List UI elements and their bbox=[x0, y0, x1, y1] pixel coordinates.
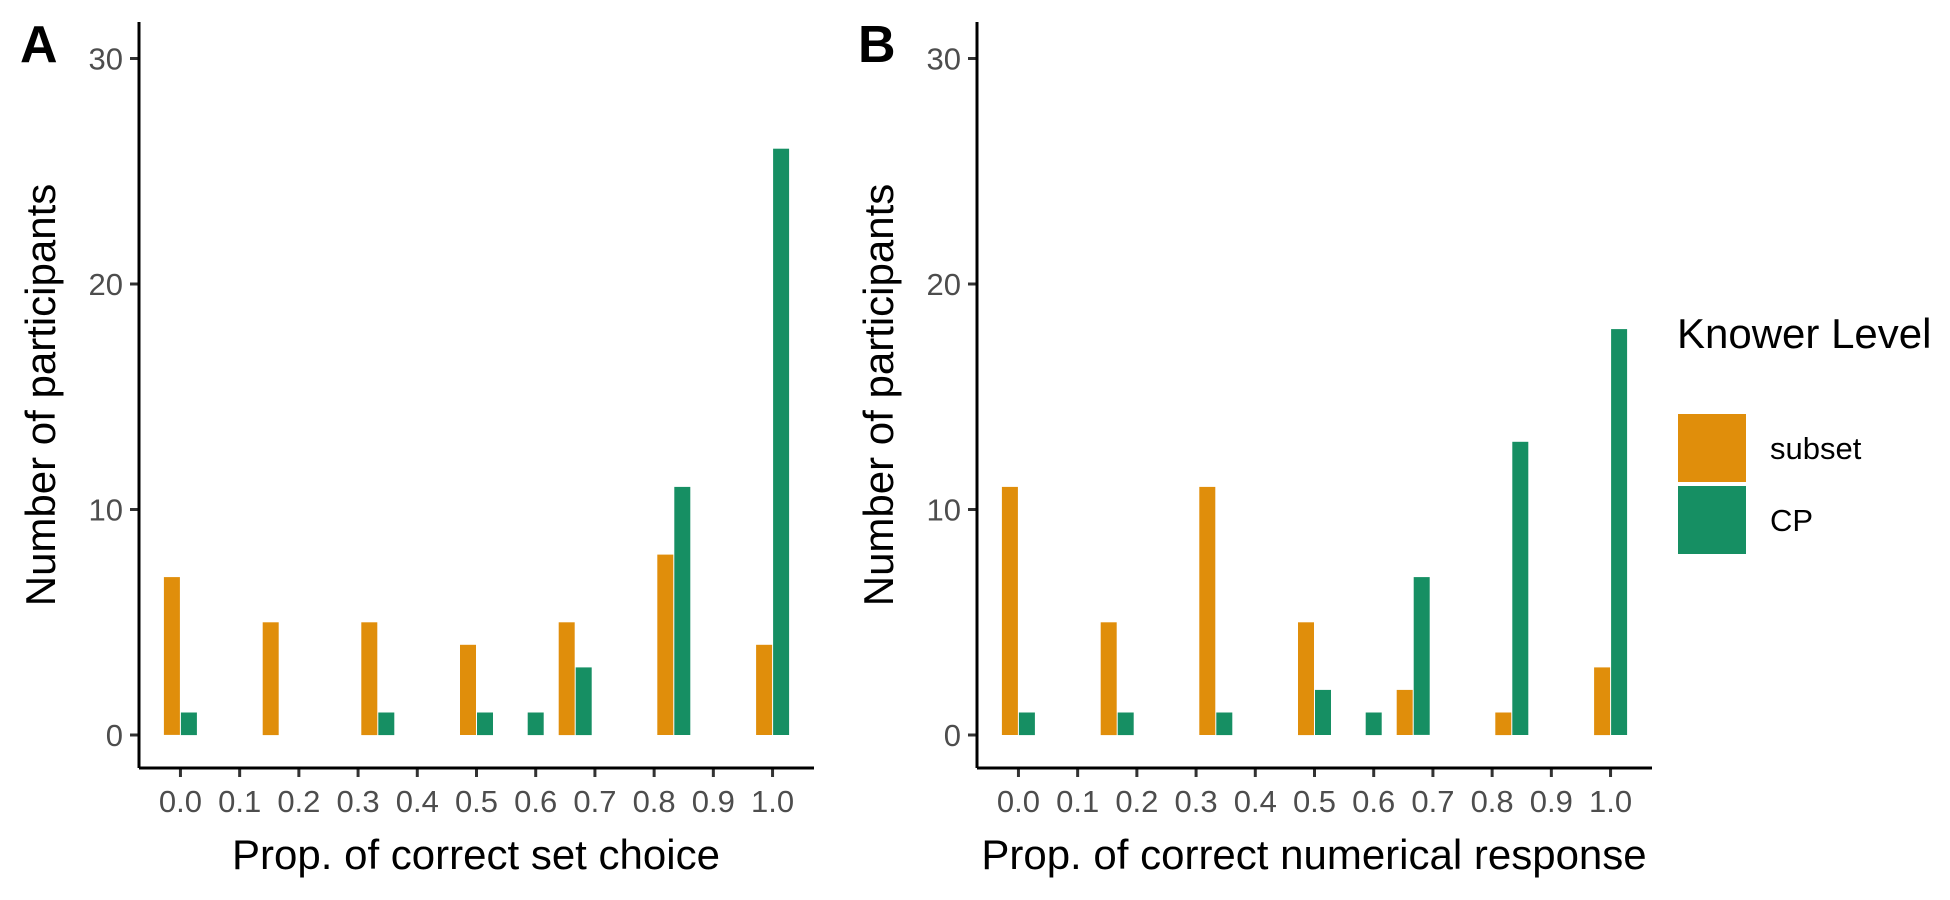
panel-b-bar-subset-0.1667 bbox=[1100, 622, 1117, 736]
panel-b-x-tick-label-0.9: 0.9 bbox=[1530, 784, 1573, 819]
panel-b-x-tick-label-0.3: 0.3 bbox=[1175, 784, 1218, 819]
panel-a-x-tick-label-0.6: 0.6 bbox=[514, 784, 557, 819]
panel-b-bar-cp-0.8333 bbox=[1512, 441, 1529, 735]
panel-b-y-tick-label-30: 30 bbox=[927, 42, 961, 77]
panel-a-bar-cp-0.5 bbox=[477, 712, 493, 736]
panel-a-y-tick-label-30: 30 bbox=[89, 42, 123, 77]
panel-b-y-tick-label-0: 0 bbox=[944, 718, 961, 753]
legend-swatch-subset bbox=[1678, 414, 1746, 482]
panel-a-bar-cp-0.3333 bbox=[378, 712, 395, 736]
panel-a-bar-subset-0.8333 bbox=[657, 554, 674, 735]
panel-b-y-axis-title: Number of participants bbox=[855, 184, 902, 607]
panel-b-ticks: 0 10 20 30 0.0 0.1 0.2 0.3 0.4 0.5 0.6 0.7 0.8 0.9 1.0 bbox=[927, 42, 1633, 820]
legend-swatch-cp bbox=[1678, 486, 1746, 554]
panel-a-bars bbox=[163, 148, 790, 736]
panel-b-bar-cp-0 bbox=[1018, 712, 1035, 736]
legend: Knower Level subset CP bbox=[1677, 310, 1931, 554]
legend-label-cp: CP bbox=[1770, 503, 1813, 538]
panel-b-bar-subset-0.6667 bbox=[1396, 689, 1413, 735]
panel-b-bar-subset-0.8333 bbox=[1495, 712, 1512, 736]
panel-a-x-tick-label-1.0: 1.0 bbox=[751, 784, 794, 819]
panel-a-bar-subset-0.3333 bbox=[361, 622, 378, 736]
panel-a-x-tick-label-0.8: 0.8 bbox=[633, 784, 676, 819]
panel-a-y-tick-label-10: 10 bbox=[89, 493, 123, 528]
panel-a-y-tick-label-20: 20 bbox=[89, 267, 123, 302]
panel-a-x-tick-label-0.2: 0.2 bbox=[277, 784, 320, 819]
panel-b-bar-subset-0 bbox=[1001, 486, 1018, 735]
panel-a-x-tick-label-0.9: 0.9 bbox=[692, 784, 735, 819]
panel-b-y-tick-label-10: 10 bbox=[927, 493, 961, 528]
legend-label-subset: subset bbox=[1770, 431, 1862, 466]
panel-a-x-tick-label-0.4: 0.4 bbox=[396, 784, 439, 819]
panel-b-x-tick-label-0.5: 0.5 bbox=[1293, 784, 1336, 819]
panel-a-bar-subset-0.6667 bbox=[558, 622, 575, 736]
panel-a-bar-subset-0.5 bbox=[460, 644, 476, 735]
panel-a-bar-cp-0.8333 bbox=[674, 486, 691, 735]
panel-b-x-tick-label-0.4: 0.4 bbox=[1234, 784, 1277, 819]
panel-a-x-tick-label-0.0: 0.0 bbox=[159, 784, 202, 819]
panel-b-y-tick-label-20: 20 bbox=[927, 267, 961, 302]
panel-b-bar-cp-0.5 bbox=[1315, 689, 1331, 735]
panel-a-x-tick-label-0.7: 0.7 bbox=[573, 784, 616, 819]
panel-a-x-tick-label-0.3: 0.3 bbox=[337, 784, 380, 819]
panel-b-x-tick-label-0.7: 0.7 bbox=[1411, 784, 1454, 819]
panel-b-bars bbox=[1001, 329, 1628, 736]
panel-b-bar-cp-1 bbox=[1611, 329, 1628, 735]
panel-a-bar-subset-1 bbox=[756, 644, 773, 735]
panel-b-bar-cp-0.3333 bbox=[1216, 712, 1233, 736]
panel-b-tag: B bbox=[858, 16, 896, 74]
panel-a-bar-cp-1 bbox=[773, 148, 790, 735]
panel-b-x-tick-label-0.0: 0.0 bbox=[997, 784, 1040, 819]
panel-a-y-axis-title: Number of participants bbox=[17, 184, 64, 607]
panel-a-bar-subset-0 bbox=[163, 577, 180, 735]
panel-b-bar-cp-0.1667 bbox=[1117, 712, 1134, 736]
panel-b-x-axis-title: Prop. of correct numerical response bbox=[981, 831, 1646, 878]
panel-b-x-tick-label-0.6: 0.6 bbox=[1352, 784, 1395, 819]
panel-b-x-tick-label-0.2: 0.2 bbox=[1115, 784, 1158, 819]
panel-a-x-axis-title: Prop. of correct set choice bbox=[232, 831, 720, 878]
panel-a-y-tick-label-0: 0 bbox=[106, 718, 123, 753]
panel-b-bar-cp-0.6667 bbox=[1413, 577, 1430, 735]
panel-b-x-tick-label-1.0: 1.0 bbox=[1589, 784, 1632, 819]
panel-a-bar-cp-0.6 bbox=[527, 712, 544, 736]
panel-b-x-tick-label-0.1: 0.1 bbox=[1056, 784, 1099, 819]
panel-a-bar-cp-0 bbox=[180, 712, 197, 736]
panel-a-x-tick-label-0.1: 0.1 bbox=[218, 784, 261, 819]
panel-b-bar-subset-0.5 bbox=[1298, 622, 1314, 736]
panel-b-bar-subset-1 bbox=[1594, 667, 1611, 736]
panel-a-bar-subset-0.1667 bbox=[262, 622, 279, 736]
panel-b-bar-subset-0.3333 bbox=[1199, 486, 1216, 735]
panel-b: B Number of participants Prop. of correc… bbox=[855, 16, 1652, 878]
panel-a: A Number of participants Prop. of correc… bbox=[17, 16, 814, 878]
panel-b-x-tick-label-0.8: 0.8 bbox=[1471, 784, 1514, 819]
legend-title: Knower Level bbox=[1677, 310, 1931, 357]
panel-a-x-tick-label-0.5: 0.5 bbox=[455, 784, 498, 819]
panel-a-tag: A bbox=[20, 16, 58, 74]
panel-a-bar-cp-0.6667 bbox=[575, 667, 592, 736]
panel-b-bar-cp-0.6 bbox=[1365, 712, 1382, 736]
